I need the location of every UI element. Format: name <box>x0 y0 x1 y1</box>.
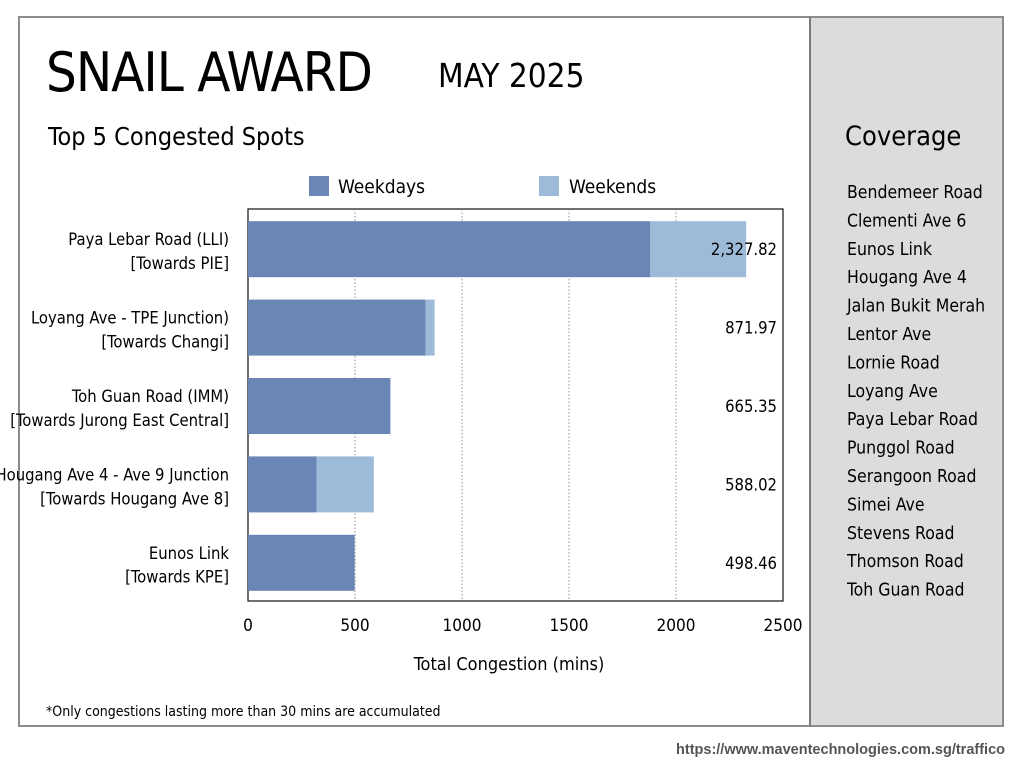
coverage-item: Hougang Ave 4 <box>847 268 967 288</box>
total-value-label: 498.46 <box>725 554 777 573</box>
legend-label-weekdays: Weekdays <box>338 176 425 198</box>
x-tick-label: 500 <box>340 616 369 636</box>
legend-label-weekends: Weekends <box>569 176 656 198</box>
total-value-label: 665.35 <box>725 397 777 416</box>
bar-weekends <box>650 221 747 278</box>
coverage-item: Loyang Ave <box>847 382 938 402</box>
bar-weekdays <box>248 378 391 434</box>
bar-weekdays <box>248 299 426 356</box>
bar-weekdays <box>248 456 317 513</box>
coverage-item: Jalan Bukit Merah <box>846 297 985 317</box>
legend-swatch-weekends <box>539 176 559 196</box>
legend-swatch-weekdays <box>309 176 329 196</box>
coverage-item: Toh Guan Road <box>846 581 964 601</box>
coverage-item: Serangoon Road <box>847 467 976 487</box>
coverage-item: Lentor Ave <box>847 325 931 345</box>
coverage-list: Bendemeer Road Clementi Ave 6 Eunos Link Ho… <box>846 183 985 601</box>
total-value-label: 588.02 <box>725 475 777 494</box>
bar-weekdays <box>248 221 651 278</box>
coverage-item: Lornie Road <box>847 353 940 373</box>
award-month: MAY 2025 <box>438 56 584 95</box>
coverage-panel <box>809 16 1004 727</box>
coverage-item: Bendemeer Road <box>847 183 983 203</box>
coverage-item: Stevens Road <box>847 524 954 544</box>
category-label: Loyang Ave - TPE Junction) [Towards Chang… <box>31 309 229 352</box>
bar-weekdays <box>248 534 355 591</box>
chart-subtitle: Top 5 Congested Spots <box>47 122 305 151</box>
bar-weekends <box>316 456 374 513</box>
category-label: Hougang Ave 4 - Ave 9 Junction [Towards H… <box>0 465 229 508</box>
x-tick-label: 1500 <box>550 616 589 636</box>
coverage-item: Eunos Link <box>847 240 933 260</box>
x-tick-label: 1000 <box>443 616 482 636</box>
coverage-item: Simei Ave <box>847 495 925 515</box>
x-tick-label: 2500 <box>764 616 803 636</box>
coverage-title: Coverage <box>845 121 961 152</box>
legend: Weekdays Weekends <box>309 176 656 198</box>
category-label: Paya Lebar Road (LLI) [Towards PIE] <box>68 230 229 273</box>
footnote: *Only congestions lasting more than 30 m… <box>46 704 441 720</box>
x-axis-title: Total Congestion (mins) <box>413 654 605 675</box>
x-tick-label: 2000 <box>657 616 696 636</box>
category-label: Toh Guan Road (IMM) [Towards Jurong East … <box>10 387 229 430</box>
coverage-item: Clementi Ave 6 <box>847 211 966 231</box>
total-value-label: 871.97 <box>725 319 777 338</box>
coverage-item: Paya Lebar Road <box>847 410 978 430</box>
award-title: SNAIL AWARD <box>46 41 372 104</box>
category-label: Eunos Link [Towards KPE] <box>125 544 229 587</box>
x-tick-label: 0 <box>243 616 253 636</box>
plot-area: 0 500 1000 1500 2000 2500 Paya Lebar Road (LLI… <box>0 208 803 636</box>
coverage-item: Thomson Road <box>846 552 964 572</box>
coverage-item: Punggol Road <box>847 439 955 459</box>
source-url: https://www.maventechnologies.com.sg/tra… <box>676 742 1005 758</box>
bar-weekends <box>425 299 435 356</box>
total-value-label: 2,327.82 <box>711 240 777 259</box>
